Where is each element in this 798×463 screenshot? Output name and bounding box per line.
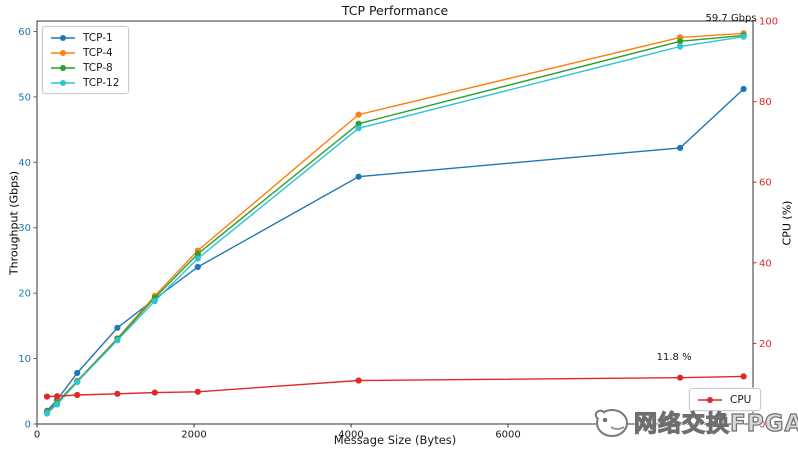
data-point-TCP-8 — [194, 250, 201, 257]
data-point-TCP-1 — [194, 263, 201, 271]
annotation-max-throughput: 59.7 Gbps — [705, 13, 757, 25]
series-TCP-4 — [43, 30, 747, 416]
y-tick-label-left: 30 — [18, 223, 31, 234]
y-tick-label-left: 20 — [18, 289, 31, 300]
data-point-TCP-8 — [355, 120, 362, 127]
y-tick-label-right: 60 — [759, 178, 772, 189]
data-point-TCP-12 — [74, 379, 81, 386]
legend-sample-line — [698, 396, 722, 403]
y-tick-label-left: 40 — [18, 158, 31, 169]
legend-cpu: CPU — [689, 388, 762, 411]
x-tick-label: 4000 — [338, 430, 363, 441]
x-tick-label: 0 — [34, 430, 40, 441]
y-tick-label-left: 50 — [18, 92, 31, 103]
data-point-TCP-12 — [114, 337, 121, 344]
legend-throughput: TCP-1 TCP-4 TCP-8 TCP-12 — [42, 26, 130, 94]
data-point-CPU — [54, 393, 61, 400]
y-tick-label-left: 10 — [18, 354, 31, 365]
x-tick-label: 2000 — [181, 430, 206, 441]
y-tick-label-right: 100 — [759, 17, 778, 28]
data-point-CPU — [43, 393, 51, 400]
bird-logo-icon — [594, 409, 628, 437]
x-axis-label: Message Size (Bytes) — [333, 433, 457, 447]
y-tick-label-right: 80 — [759, 97, 772, 108]
legend-sample-line — [51, 79, 75, 86]
watermark-text: 网络交换FPGA — [633, 410, 798, 437]
data-point-TCP-12 — [740, 33, 747, 40]
data-point-TCP-12 — [151, 297, 158, 305]
data-point-CPU — [194, 388, 201, 395]
series-line-TCP-4 — [46, 32, 744, 413]
data-point-CPU — [740, 373, 747, 380]
data-point-TCP-8 — [677, 38, 684, 45]
data-point-CPU — [355, 377, 362, 384]
legend-entry-TCP-8: TCP-8 — [50, 60, 119, 75]
watermark: 网络交换FPGA — [591, 403, 798, 439]
plot-spines — [36, 20, 754, 425]
legend-entry-CPU: CPU — [697, 392, 751, 407]
legend-sample-line — [51, 34, 75, 41]
data-point-TCP-1 — [740, 85, 747, 93]
legend-sample-line — [51, 64, 75, 71]
data-point-CPU — [114, 390, 121, 397]
chart-title: TCP Performance — [341, 3, 449, 18]
data-point-CPU — [151, 389, 158, 396]
y-tick-label-left: 60 — [18, 27, 31, 38]
data-point-TCP-1 — [355, 173, 362, 180]
data-point-TCP-1 — [114, 324, 121, 331]
series-line-TCP-1 — [46, 88, 745, 412]
series-CPU — [43, 373, 747, 400]
data-point-TCP-12 — [355, 125, 362, 132]
y-tick-label-right: 40 — [759, 258, 772, 269]
legend-entry-TCP-4: TCP-4 — [50, 45, 119, 60]
series-TCP-12 — [43, 33, 747, 417]
series-line-TCP-12 — [46, 36, 744, 415]
data-point-TCP-4 — [355, 111, 362, 118]
x-tick-label: 6000 — [495, 430, 520, 441]
legend-entry-label: TCP-4 — [83, 46, 113, 59]
legend-entry-label: TCP-8 — [83, 61, 113, 74]
y-tick-label-right: 20 — [759, 339, 772, 350]
data-point-TCP-12 — [194, 255, 201, 262]
legend-entry-label: TCP-1 — [83, 31, 113, 44]
annotation-final-cpu: 11.8 % — [656, 352, 692, 364]
legend-entry-TCP-1: TCP-1 — [50, 30, 119, 45]
data-point-CPU — [677, 374, 684, 381]
series-TCP-8 — [43, 32, 747, 416]
legend-entry-label: CPU — [730, 393, 752, 406]
legend-entry-label: TCP-12 — [83, 76, 120, 89]
series-TCP-1 — [43, 85, 747, 414]
data-point-TCP-1 — [74, 369, 81, 377]
data-point-TCP-12 — [54, 401, 61, 408]
data-point-CPU — [74, 391, 81, 399]
y-tick-label-right: 0 — [759, 420, 765, 431]
series-line-CPU — [46, 375, 744, 398]
legend-sample-line — [51, 49, 75, 56]
legend-entry-TCP-12: TCP-12 — [50, 75, 119, 90]
data-point-TCP-1 — [677, 144, 684, 151]
data-point-TCP-12 — [43, 410, 51, 417]
y-tick-label-left: 0 — [25, 420, 31, 431]
series-line-TCP-8 — [46, 34, 744, 414]
data-point-TCP-12 — [677, 43, 684, 50]
